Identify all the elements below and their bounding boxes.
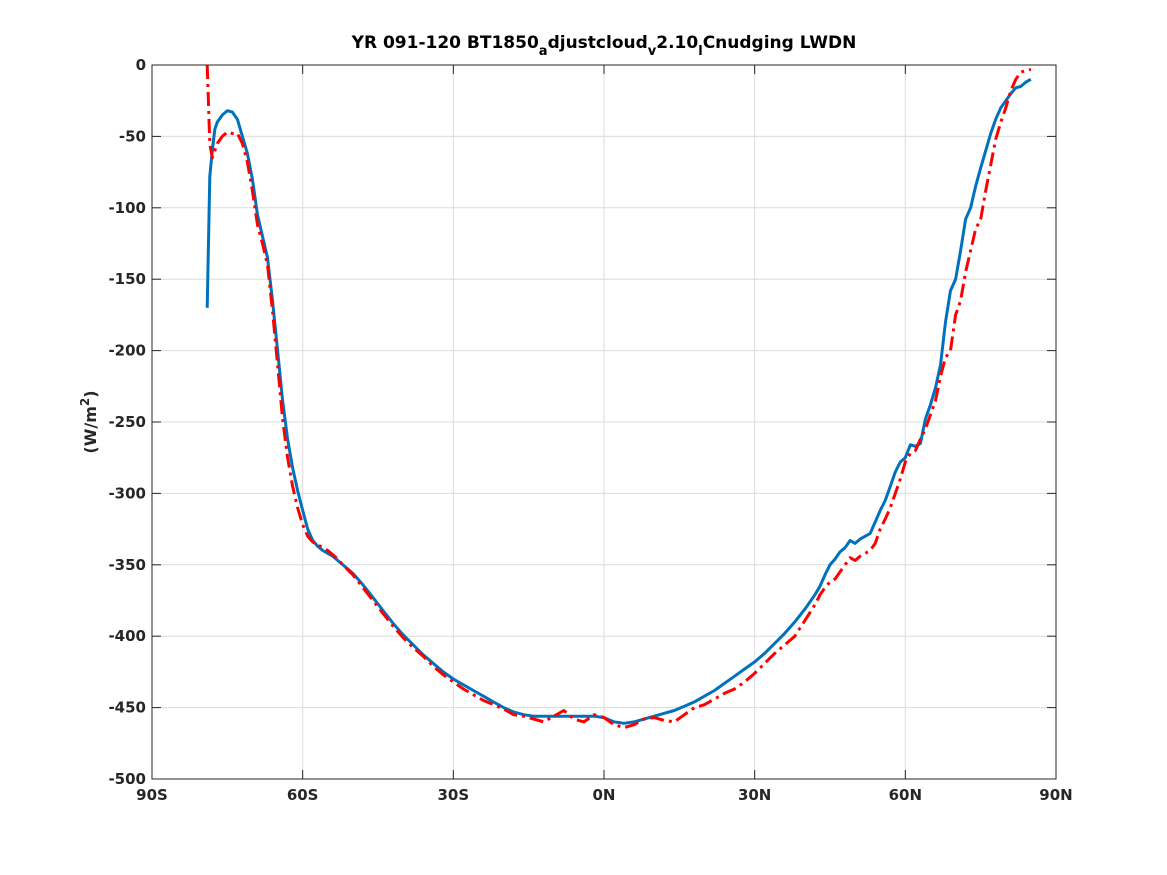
y-tick-label: -100 xyxy=(108,199,146,217)
x-tick-label: 30N xyxy=(738,786,771,804)
y-tick-label: -500 xyxy=(108,770,146,788)
x-tick-label: 90S xyxy=(136,786,168,804)
y-tick-label: -400 xyxy=(108,627,146,645)
x-tick-label: 90N xyxy=(1039,786,1072,804)
y-tick-label: -150 xyxy=(108,270,146,288)
x-tick-label: 60N xyxy=(889,786,922,804)
y-axis-label: (W/m2) xyxy=(78,390,100,453)
y-tick-label: -450 xyxy=(108,699,146,717)
axis-ticks: 90S 60S 30S 0N 30N 60N 90N 0 -50 -100 -150 -200 -250… xyxy=(108,56,1072,804)
y-tick-label: -50 xyxy=(119,127,146,145)
series-line-2 xyxy=(205,64,1032,730)
series-group xyxy=(205,64,1032,730)
chart-title: YR 091-120 BT1850adjustcloudv2.10lCnudgi… xyxy=(351,33,857,59)
y-tick-label: -300 xyxy=(108,484,146,502)
x-tick-label: 60S xyxy=(287,786,319,804)
grid xyxy=(151,64,1057,780)
x-tick-label: 30S xyxy=(437,786,469,804)
y-tick-label: 0 xyxy=(136,56,146,74)
y-tick-label: -250 xyxy=(108,413,146,431)
series-line-1 xyxy=(205,77,1032,725)
y-tick-label: -350 xyxy=(108,556,146,574)
x-tick-label: 0N xyxy=(593,786,616,804)
y-tick-label: -200 xyxy=(108,342,146,360)
